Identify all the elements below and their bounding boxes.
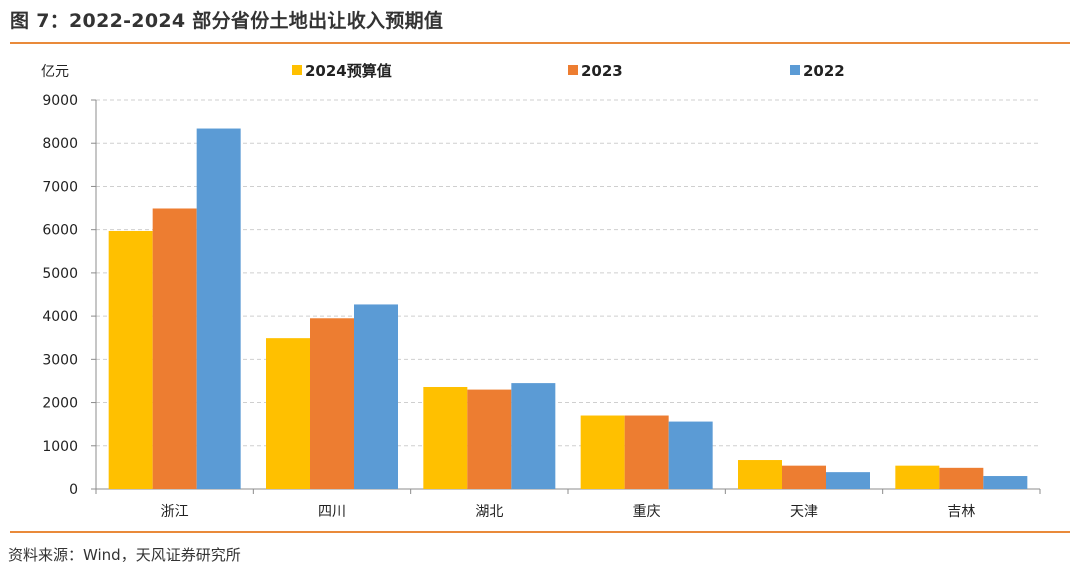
bar [668,421,713,489]
y-tick-label: 2000 [42,396,78,412]
legend: 2024预算值 2023 2022 [292,62,845,80]
bar [580,415,625,489]
legend-label: 2022 [803,62,845,80]
bar [354,304,398,489]
y-axis: 0 1000 2000 3000 4000 5000 6000 7000 8000 9000 [42,93,97,498]
bar [939,467,984,489]
figure-title: 图 7：2022-2024 部分省份土地出让收入预期值 [10,10,444,32]
y-tick-label: 6000 [42,223,78,239]
y-tick-label: 5000 [42,266,78,282]
bar [895,465,940,489]
bar [108,230,153,490]
x-tick-label: 吉林 [947,504,975,520]
legend-label: 2023 [581,62,623,80]
bar [196,128,241,489]
x-axis: 浙江 四川 湖北 重庆 天津 吉林 [95,488,1041,520]
bar [467,389,512,489]
legend-swatch [790,65,800,75]
bar [310,318,354,489]
bar [782,465,826,489]
gridlines [96,99,1040,447]
y-tick-label: 3000 [42,352,78,368]
y-tick-label: 9000 [42,93,78,109]
y-tick-label: 8000 [42,136,78,152]
y-tick-label: 1000 [42,439,78,455]
legend-label: 2024预算值 [305,62,392,80]
y-axis-unit-label: 亿元 [41,64,69,80]
source-divider [10,531,1070,533]
bar [826,472,870,489]
y-tick-label: 0 [69,482,78,498]
bar [152,208,197,489]
x-tick-label: 四川 [318,504,346,520]
x-tick-label: 重庆 [633,504,661,520]
legend-swatch [292,65,302,75]
y-tick-label: 4000 [42,309,78,325]
legend-swatch [568,65,578,75]
bar [266,338,310,489]
x-tick-label: 天津 [790,504,818,520]
x-tick-label: 湖北 [475,504,503,520]
bar [624,415,669,489]
x-tick-label: 浙江 [161,504,189,520]
y-tick-label: 7000 [42,179,78,195]
source-note: 资料来源：Wind，天风证券研究所 [8,546,241,564]
title-divider [10,42,1070,44]
bar [511,383,556,489]
bar [983,476,1028,489]
bar [738,460,782,489]
bar [423,386,468,489]
bars [108,128,1028,490]
